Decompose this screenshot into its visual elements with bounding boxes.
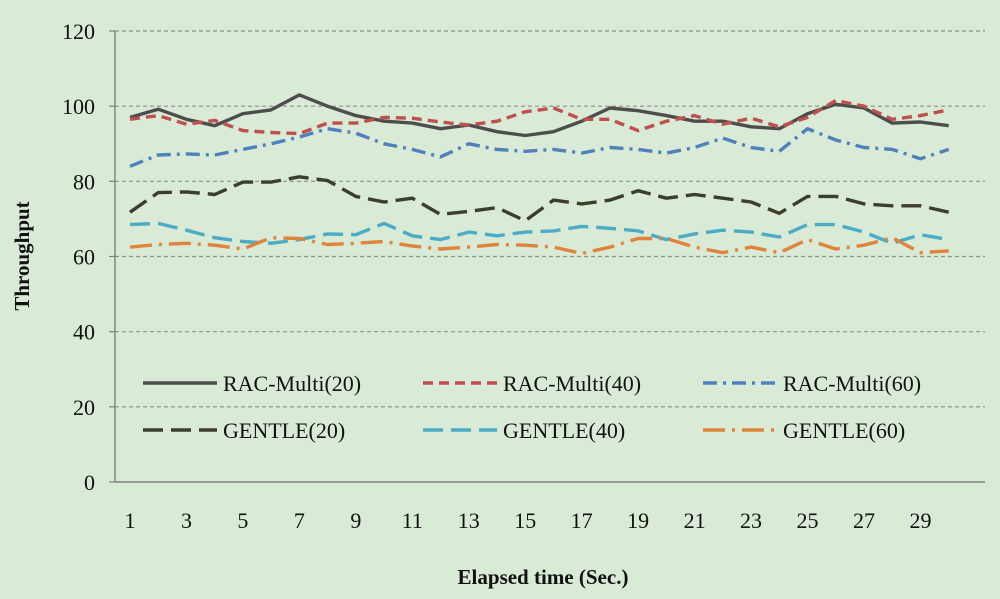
y-tick-label-100: 100: [62, 94, 95, 119]
series-line-rac-multi-20: [129, 93, 949, 138]
legend-label-rac-multi-40: RAC-Multi(40): [503, 371, 641, 396]
x-tick-label-11: 11: [402, 508, 423, 533]
x-tick-label-17: 17: [571, 508, 593, 533]
y-tick-label-0: 0: [84, 470, 95, 495]
x-tick-label-25: 25: [797, 508, 819, 533]
series-line-gentle-60: [129, 235, 949, 256]
data-series: [129, 93, 950, 256]
legend: RAC-Multi(20) RAC-Multi(40) RAC-Multi(60) G…: [143, 371, 921, 443]
legend-label-gentle-40: GENTLE(40): [503, 418, 625, 443]
legend-label-gentle-60: GENTLE(60): [783, 418, 905, 443]
x-tick-label-9: 9: [350, 508, 361, 533]
x-tick-label-3: 3: [181, 508, 192, 533]
x-tick-label-19: 19: [627, 508, 649, 533]
y-tick-label-60: 60: [73, 245, 95, 270]
y-tick-label-40: 40: [73, 320, 95, 345]
x-tick-label-7: 7: [294, 508, 305, 533]
grid-lines: [115, 30, 985, 408]
x-tick-label-27: 27: [853, 508, 875, 533]
legend-label-rac-multi-60: RAC-Multi(60): [783, 371, 921, 396]
x-tick-label-15: 15: [514, 508, 536, 533]
x-axis-title: Elapsed time (Sec.): [458, 565, 629, 589]
series-line-rac-multi-60: [129, 126, 950, 168]
x-tick-label-5: 5: [237, 508, 248, 533]
series-line-rac-multi-40: [129, 98, 950, 136]
series-line-gentle-40: [129, 221, 949, 246]
x-tick-label-1: 1: [125, 508, 136, 533]
x-tick-label-13: 13: [458, 508, 480, 533]
x-tick-label-23: 23: [740, 508, 762, 533]
series-line-gentle-20: [129, 175, 950, 223]
y-axis-title: Throughput: [10, 201, 34, 310]
y-tick-label-80: 80: [73, 169, 95, 194]
legend-label-rac-multi-20: RAC-Multi(20): [223, 371, 361, 396]
y-tick-label-120: 120: [62, 19, 95, 44]
x-tick-label-21: 21: [684, 508, 706, 533]
x-tick-label-29: 29: [909, 508, 931, 533]
legend-label-gentle-20: GENTLE(20): [223, 418, 345, 443]
y-tick-label-20: 20: [73, 395, 95, 420]
